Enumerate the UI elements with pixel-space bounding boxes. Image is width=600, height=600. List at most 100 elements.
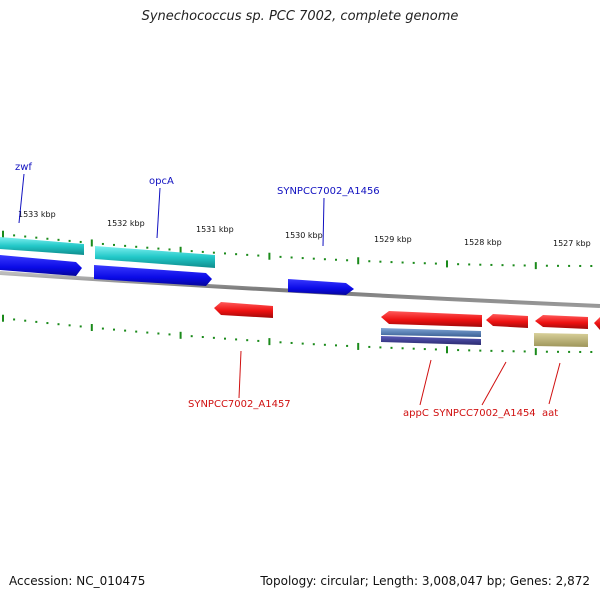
ruler-minor-tick: [379, 346, 382, 349]
ruler-major-tick: [90, 239, 93, 247]
ruler-major-tick: [179, 246, 182, 254]
ruler-label-1533: 1533 kbp: [18, 210, 56, 219]
ruler-label-1530: 1530 kbp: [285, 231, 323, 240]
ruler-label-1527: 1527 kbp: [553, 239, 591, 248]
ruler-minor-tick: [35, 320, 38, 323]
upper-ruler: [2, 230, 593, 270]
ruler-minor-tick: [312, 257, 315, 260]
gene-opcA-cyan[interactable]: [95, 246, 215, 268]
ruler-label-1529: 1529 kbp: [374, 235, 412, 244]
ruler-major-tick: [357, 342, 360, 350]
ruler-minor-tick: [468, 349, 471, 352]
ruler-minor-tick: [157, 332, 160, 335]
ruler-minor-tick: [13, 318, 16, 321]
gene-aat-olive[interactable]: [534, 333, 588, 347]
ruler-minor-tick: [79, 240, 82, 243]
ruler-minor-tick: [135, 245, 138, 248]
ruler-minor-tick: [557, 264, 559, 267]
gene-label-aat[interactable]: aat: [542, 408, 558, 419]
ruler-minor-tick: [490, 349, 493, 352]
ruler-minor-tick: [401, 261, 404, 264]
ruler-minor-tick: [101, 242, 104, 245]
ruler-minor-tick: [279, 341, 282, 344]
ruler-minor-tick: [368, 260, 371, 263]
ruler-minor-tick: [335, 258, 337, 261]
ruler-minor-tick: [68, 324, 71, 327]
gene-label-a1454[interactable]: SYNPCC7002_A1454: [433, 408, 536, 419]
ruler-minor-tick: [590, 264, 593, 267]
ruler-minor-tick: [24, 319, 27, 322]
ruler-minor-tick: [423, 348, 426, 351]
ruler-major-tick: [179, 331, 182, 339]
ruler-minor-tick: [124, 244, 127, 247]
gene-next-red[interactable]: [594, 316, 600, 330]
ruler-major-tick: [2, 314, 4, 322]
ruler-minor-tick: [579, 264, 582, 267]
ruler-minor-tick: [157, 247, 160, 250]
ruler-minor-tick: [457, 263, 460, 266]
ruler-minor-tick: [301, 257, 304, 260]
ruler-minor-tick: [557, 350, 559, 353]
ruler-minor-tick: [113, 328, 115, 331]
ruler-minor-tick: [468, 263, 471, 266]
ruler-minor-tick: [79, 325, 82, 328]
ruler-major-tick: [90, 324, 93, 332]
ruler-minor-tick: [301, 342, 304, 345]
ruler-minor-tick: [257, 254, 260, 257]
ruler-major-tick: [268, 252, 271, 260]
gene-a1456-blue[interactable]: [288, 279, 354, 295]
ruler-minor-tick: [579, 350, 582, 353]
ruler-minor-tick: [312, 343, 315, 346]
ruler-minor-tick: [512, 264, 515, 267]
ruler-minor-tick: [235, 338, 238, 341]
gene-label-a1456[interactable]: SYNPCC7002_A1456: [277, 186, 380, 197]
ruler-minor-tick: [24, 235, 27, 238]
ruler-major-tick: [446, 260, 448, 268]
ruler-minor-tick: [323, 258, 326, 261]
ruler-minor-tick: [113, 243, 115, 246]
ruler-minor-tick: [568, 350, 571, 353]
ruler-minor-tick: [290, 256, 293, 259]
gene-zwf-blue[interactable]: [0, 255, 82, 276]
ruler-minor-tick: [101, 327, 104, 330]
ruler-minor-tick: [212, 336, 215, 339]
ruler-minor-tick: [545, 350, 548, 353]
ruler-minor-tick: [501, 264, 504, 267]
ruler-minor-tick: [590, 350, 593, 353]
gene-appC-purple[interactable]: [381, 336, 481, 345]
gene-opcA-blue[interactable]: [94, 265, 212, 286]
ruler-major-tick: [446, 346, 448, 354]
gene-a1457-red[interactable]: [214, 302, 273, 318]
ruler-minor-tick: [568, 264, 571, 267]
gene-label-appC[interactable]: appC: [403, 408, 429, 419]
ruler-minor-tick: [434, 262, 437, 265]
ruler-major-tick: [2, 230, 4, 238]
gene-appC-red[interactable]: [381, 311, 482, 327]
ruler-minor-tick: [501, 350, 504, 353]
ruler-minor-tick: [423, 262, 426, 265]
map-title: Synechococcus sp. PCC 7002, complete gen…: [141, 9, 459, 24]
ruler-major-tick: [268, 338, 271, 346]
ruler-minor-tick: [46, 322, 49, 325]
cyan-gene-track: [0, 237, 215, 268]
ruler-minor-tick: [490, 263, 493, 266]
gene-zwf-cyan[interactable]: [0, 237, 84, 255]
ruler-minor-tick: [279, 255, 282, 258]
gene-a1454-red[interactable]: [486, 314, 528, 328]
gene-label-opcA[interactable]: opcA: [149, 176, 174, 187]
ruler-minor-tick: [434, 348, 437, 351]
gene-label-zwf[interactable]: zwf: [15, 162, 32, 173]
ruler-minor-tick: [346, 344, 349, 347]
ruler-minor-tick: [68, 239, 71, 242]
gene-appC-steel[interactable]: [381, 328, 481, 337]
gene-label-a1457[interactable]: SYNPCC7002_A1457: [188, 399, 291, 410]
ruler-minor-tick: [201, 336, 204, 339]
ruler-minor-tick: [168, 333, 171, 336]
ruler-minor-tick: [224, 337, 226, 340]
ruler-minor-tick: [512, 350, 515, 353]
ruler-minor-tick: [479, 263, 482, 266]
ruler-minor-tick: [246, 339, 249, 342]
ruler-major-tick: [534, 348, 537, 356]
gene-aat-red[interactable]: [535, 315, 588, 329]
